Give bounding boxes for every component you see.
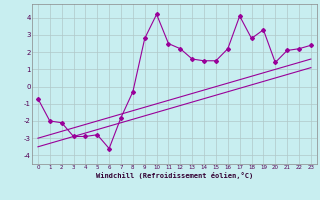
X-axis label: Windchill (Refroidissement éolien,°C): Windchill (Refroidissement éolien,°C) bbox=[96, 172, 253, 179]
